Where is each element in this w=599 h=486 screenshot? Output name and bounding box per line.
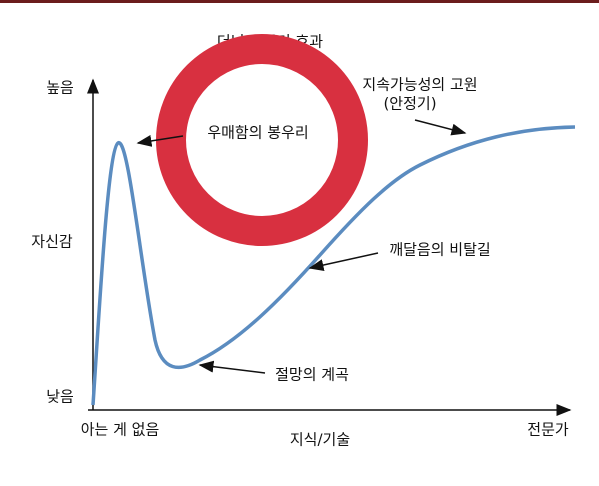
arrow bbox=[414, 119, 467, 136]
plateau-note: (안정기) bbox=[383, 95, 436, 113]
plateau-label: 지속가능성의 고원 bbox=[362, 76, 477, 94]
highlight-circle bbox=[156, 34, 368, 246]
y-low: 낮음 bbox=[46, 388, 74, 406]
arrow bbox=[198, 360, 266, 374]
arrow bbox=[308, 252, 379, 271]
x-end: 전문가 bbox=[527, 421, 569, 439]
curve bbox=[91, 125, 576, 406]
arrow bbox=[136, 134, 184, 147]
y-label: 자신감 bbox=[31, 233, 73, 251]
x-start: 아는 게 없음 bbox=[81, 421, 160, 439]
x-label: 지식/기술 bbox=[290, 431, 350, 449]
top-bar bbox=[0, 0, 599, 3]
valley-label: 절망의 계곡 bbox=[275, 366, 349, 384]
y-high: 높음 bbox=[46, 79, 74, 97]
peak-label: 우매함의 봉우리 bbox=[207, 124, 308, 142]
slope-label: 깨달음의 비탈길 bbox=[389, 241, 490, 259]
